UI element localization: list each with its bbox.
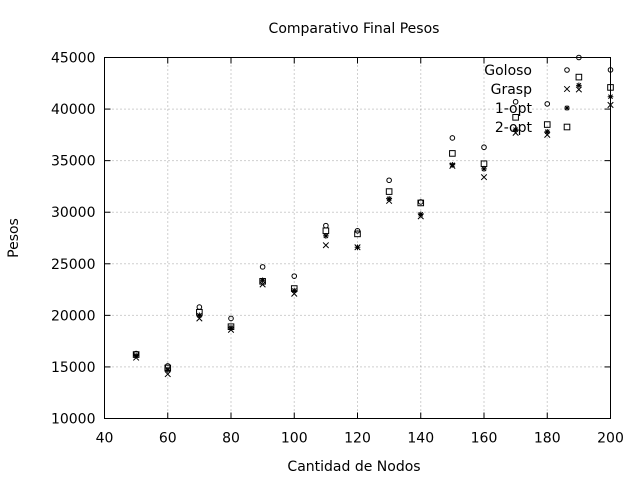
data-point [607, 101, 614, 109]
data-point [576, 82, 582, 89]
data-point [227, 323, 235, 331]
axis-ticks [104, 57, 611, 419]
data-point [322, 242, 330, 249]
data-point [512, 99, 519, 105]
data-point [323, 222, 329, 229]
data-point [132, 351, 140, 358]
series-goloso [133, 54, 614, 369]
y-tick-label: 40000 [51, 102, 96, 118]
x-tick-label: 200 [597, 431, 624, 447]
series-2-opt [132, 73, 614, 372]
chart-title: Comparativo Final Pesos [269, 21, 440, 37]
data-point [259, 277, 266, 284]
series-grasp [132, 86, 614, 378]
x-tick-label: 160 [471, 431, 498, 447]
data-point [354, 244, 361, 251]
data-point [449, 161, 456, 168]
data-point [259, 278, 266, 285]
data-point [544, 128, 551, 135]
data-point [385, 188, 393, 195]
data-point [607, 84, 614, 91]
y-tick-label: 30000 [51, 205, 96, 221]
data-point [386, 177, 392, 184]
legend-label: Grasp [491, 82, 532, 98]
legend-label: 1-opt [495, 101, 533, 117]
x-tick-label: 80 [222, 431, 240, 447]
data-point [291, 273, 298, 279]
data-point [164, 367, 171, 373]
data-point [228, 324, 234, 331]
data-point [543, 121, 551, 128]
y-tick-label: 20000 [51, 308, 96, 324]
x-axis-label: Cantidad de Nodos [287, 459, 420, 475]
grid-lines [104, 57, 611, 419]
data-point [512, 126, 519, 133]
data-point [228, 315, 234, 322]
x-tick-label: 180 [534, 431, 561, 447]
legend-label: 2-opt [495, 120, 533, 136]
y-tick-label: 10000 [51, 412, 96, 428]
data-point [196, 304, 203, 310]
data-point [480, 173, 488, 181]
y-tick-labels: 10000 15000 20000 25000 30000 35000 40000 45000 [51, 51, 96, 428]
data-point [607, 67, 614, 73]
data-point [481, 166, 487, 172]
y-tick-label: 25000 [51, 257, 96, 273]
data-point [133, 352, 139, 359]
data-point [290, 285, 298, 292]
data-points [132, 54, 614, 378]
data-point [323, 233, 329, 239]
data-point [449, 135, 456, 141]
data-point [417, 211, 424, 218]
x-tick-label: 120 [344, 431, 371, 447]
data-point [544, 101, 551, 107]
data-point [449, 150, 456, 157]
data-point [386, 196, 392, 202]
x-tick-label: 100 [281, 431, 308, 447]
legend-marker [563, 123, 571, 131]
data-point [196, 308, 203, 316]
legend-marker [564, 105, 570, 111]
legend-marker [564, 67, 570, 73]
data-point [322, 227, 330, 235]
y-tick-label: 35000 [51, 154, 96, 170]
data-point [291, 287, 298, 294]
data-point [607, 93, 614, 100]
data-point [164, 364, 172, 372]
data-point [512, 114, 519, 121]
x-tick-label: 140 [407, 431, 434, 447]
legend-label: Goloso [484, 63, 532, 79]
data-point [481, 144, 487, 151]
x-tick-labels: 40 60 80 100 120 140 160 180 200 [96, 431, 624, 447]
legend: Goloso Grasp 1-opt 2-opt [484, 63, 571, 136]
data-point [417, 199, 425, 207]
x-tick-label: 40 [96, 431, 114, 447]
y-axis-label: Pesos [6, 218, 22, 258]
series-1-opt [133, 82, 614, 373]
x-tick-label: 60 [159, 431, 177, 447]
data-point [480, 160, 488, 168]
data-point [575, 73, 583, 81]
legend-marker [563, 85, 571, 93]
data-point [354, 230, 361, 238]
y-tick-label: 15000 [51, 360, 96, 376]
data-point [576, 54, 582, 61]
y-tick-label: 45000 [51, 51, 96, 67]
data-point [259, 264, 266, 270]
